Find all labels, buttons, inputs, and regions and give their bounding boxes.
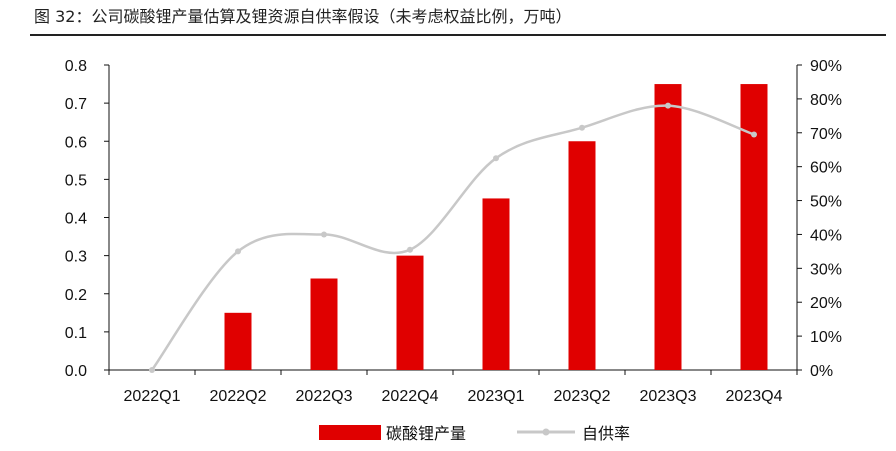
left-tick-label: 0.7 <box>65 96 87 113</box>
line-point <box>407 246 413 253</box>
x-tick-label: 2023Q1 <box>468 388 525 405</box>
x-tick-label: 2022Q2 <box>210 388 267 405</box>
right-y-axis: 0% 10% 20% 30% 40% 50% 60% 70% 80% 90% <box>796 58 842 380</box>
bar <box>482 198 510 370</box>
legend-swatch-bar <box>319 425 381 440</box>
right-tick-label: 90% <box>810 58 842 75</box>
legend-label-bar: 碳酸锂产量 <box>386 424 466 443</box>
x-tick-label: 2023Q3 <box>640 388 697 405</box>
title-rule <box>30 34 886 36</box>
right-tick-label: 50% <box>810 194 842 211</box>
line-series <box>149 102 757 373</box>
left-tick-label: 0.3 <box>65 249 87 266</box>
line-point <box>751 131 757 138</box>
left-tick-label: 0.8 <box>65 58 87 75</box>
bar <box>310 278 338 370</box>
left-tick-label: 0.2 <box>65 287 87 304</box>
right-tick-label: 20% <box>810 295 842 312</box>
x-tick-label: 2023Q2 <box>554 388 611 405</box>
legend: 碳酸锂产量 自供率 <box>319 424 630 443</box>
x-tick-label: 2022Q4 <box>382 388 439 405</box>
bar <box>740 84 768 370</box>
right-tick-label: 60% <box>810 160 842 177</box>
right-tick-label: 40% <box>810 227 842 244</box>
x-tick-label: 2023Q4 <box>726 388 783 405</box>
right-tick-label: 10% <box>810 329 842 346</box>
bar <box>568 141 596 370</box>
left-tick-label: 0.4 <box>65 211 87 228</box>
x-tick-label: 2022Q1 <box>124 388 181 405</box>
line-point <box>149 367 155 373</box>
legend-swatch-marker <box>542 428 550 436</box>
left-tick-label: 0.0 <box>65 363 87 380</box>
line-point <box>665 102 671 109</box>
bar-series <box>224 84 768 370</box>
line-point <box>579 124 585 131</box>
legend-label-line: 自供率 <box>582 424 630 443</box>
right-tick-label: 80% <box>810 92 842 109</box>
right-tick-label: 30% <box>810 261 842 278</box>
left-tick-label: 0.5 <box>65 172 87 189</box>
bar <box>396 255 424 370</box>
bar <box>654 84 682 370</box>
right-tick-label: 0% <box>810 363 833 380</box>
line-point <box>493 155 499 162</box>
figure-title: 图 32：公司碳酸锂产量估算及锂资源自供率假设（未考虑权益比例，万吨） <box>34 7 572 26</box>
line-point <box>321 231 327 238</box>
bar <box>224 312 252 370</box>
right-tick-label: 70% <box>810 126 842 143</box>
x-axis: 2022Q1 2022Q2 2022Q3 2022Q4 2023Q1 2023Q2 2023… <box>108 369 798 405</box>
x-tick-label: 2022Q3 <box>296 388 353 405</box>
left-tick-label: 0.1 <box>65 325 87 342</box>
line-point <box>235 248 241 255</box>
left-y-axis: 0.0 0.1 0.2 0.3 0.4 0.5 0.6 0.7 0.8 <box>65 58 110 380</box>
left-tick-label: 0.6 <box>65 134 87 151</box>
